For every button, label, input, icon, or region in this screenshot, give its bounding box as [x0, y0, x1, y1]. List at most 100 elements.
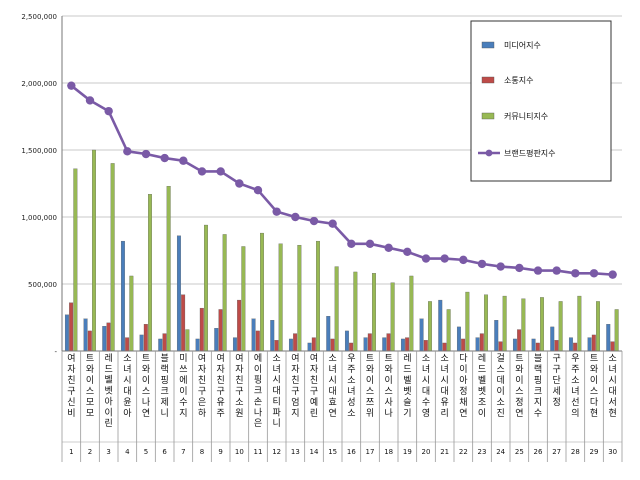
- bar: [568, 337, 573, 352]
- y-tick-label: 2,500,000: [21, 13, 57, 21]
- category-labels: 여 자 친 구 신 비 1 트 와 이 스 모 모 2 레 드 벨 벳 아 이 린 3 소 녀 시 대 윤 아 4 트 와 이 스 나 연 5 블 랙 핑 크…: [67, 352, 617, 456]
- rank-label: 16: [347, 448, 356, 456]
- bar: [102, 326, 107, 352]
- rank-label: 11: [254, 448, 263, 456]
- rank-label: 17: [366, 448, 375, 456]
- bar: [423, 340, 428, 352]
- bar: [260, 232, 264, 352]
- rank-label: 30: [608, 448, 617, 456]
- bar: [349, 342, 354, 352]
- bar: [353, 271, 358, 352]
- line-point: [67, 81, 76, 90]
- bar: [330, 338, 335, 352]
- line-point: [421, 254, 431, 263]
- legend-swatch: [481, 76, 495, 84]
- rank-label: 9: [218, 448, 222, 456]
- bar: [181, 294, 186, 352]
- line-point: [403, 247, 412, 257]
- bar: [311, 337, 316, 352]
- line-point: [384, 243, 393, 253]
- bar: [382, 337, 387, 352]
- legend-swatch: [481, 112, 495, 120]
- line-point: [571, 269, 580, 278]
- axes: [61, 16, 623, 462]
- line-point: [365, 239, 375, 248]
- bar: [614, 309, 619, 352]
- bar: [64, 314, 69, 352]
- line-point: [552, 266, 561, 275]
- line-point: [123, 147, 132, 156]
- line-point: [533, 266, 543, 275]
- legend-swatch: [481, 41, 495, 49]
- bar: [162, 333, 167, 352]
- bar: [344, 330, 349, 352]
- bar: [288, 338, 293, 352]
- bar: [390, 282, 395, 352]
- y-tick-label: -: [54, 348, 57, 356]
- bar: [274, 340, 279, 352]
- bar: [461, 338, 466, 352]
- bar: [158, 338, 163, 352]
- line-point: [309, 216, 319, 226]
- bar: [326, 316, 331, 352]
- bar: [334, 266, 339, 352]
- rank-label: 24: [496, 448, 505, 456]
- line-point: [253, 186, 263, 195]
- line-series: [67, 81, 617, 279]
- rank-label: 3: [106, 448, 110, 456]
- bar: [554, 340, 559, 352]
- rank-label: 5: [144, 448, 148, 456]
- bar: [214, 328, 219, 352]
- line-point: [515, 263, 524, 273]
- bar: [293, 333, 298, 352]
- bar: [176, 235, 181, 352]
- bars: [64, 149, 619, 352]
- bar: [87, 330, 92, 352]
- bar: [610, 341, 615, 352]
- bar: [255, 330, 260, 352]
- rank-label: 13: [291, 448, 300, 456]
- bar: [428, 301, 432, 352]
- line-point: [216, 167, 225, 176]
- bar: [297, 244, 302, 352]
- rank-label: 8: [200, 448, 204, 456]
- rank-label: 22: [459, 448, 468, 456]
- bar: [573, 342, 578, 352]
- bar: [83, 318, 88, 352]
- line-point: [197, 167, 207, 176]
- bar: [222, 234, 227, 352]
- bar: [237, 299, 242, 352]
- bar: [419, 318, 424, 352]
- bar: [558, 301, 563, 352]
- bar: [502, 295, 507, 352]
- bar: [512, 338, 517, 352]
- bar: [591, 334, 596, 352]
- bar: [218, 309, 223, 352]
- bar: [446, 309, 451, 352]
- rank-label: 21: [440, 448, 449, 456]
- bar: [270, 320, 275, 352]
- bar: [606, 324, 611, 352]
- bar: [465, 291, 470, 352]
- bar: [363, 337, 368, 352]
